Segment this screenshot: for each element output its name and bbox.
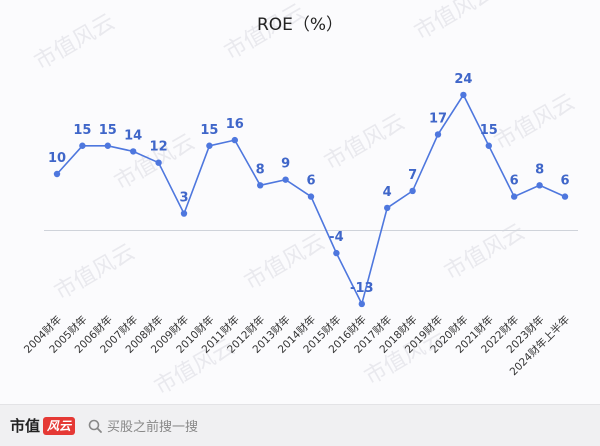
data-point [206,142,213,149]
data-label: 16 [226,117,244,132]
data-point [460,91,467,99]
watermark-text: 市值风云 [31,10,120,76]
brand-mark-logo: 风云 [43,416,76,435]
data-label: 9 [281,157,290,172]
data-point [53,170,61,178]
data-label: 8 [256,162,265,177]
data-point [257,182,264,189]
data-label: 24 [454,72,472,87]
data-label: 15 [480,123,498,138]
watermark-text: 市值风云 [321,110,410,176]
chart-title: ROE（%） [257,15,343,35]
data-point [358,300,365,308]
data-point [307,193,315,200]
data-label: 17 [429,111,447,126]
search-box[interactable]: 买股之前搜一搜 [87,416,198,435]
data-label: 6 [510,174,519,189]
data-label: 3 [179,191,188,206]
data-point [536,182,543,189]
chart-area: 市值风云 市值风云 市值风云 市值风云 市值风云 市值风云 市值风云 市值风云 市值风云 市值风云… [21,0,580,401]
data-point [434,131,442,138]
data-label: 4 [383,185,392,200]
data-point [333,249,340,257]
data-label: 15 [73,123,91,138]
watermark-text: 市值风云 [411,0,500,45]
data-point [155,159,162,166]
data-label: 10 [48,151,66,166]
data-point [130,148,137,155]
data-label: 6 [306,174,315,189]
brand-logo[interactable]: 市值 风云 [10,415,76,436]
x-tick-labels: 2004财年2005财年2006财年2007财年2008财年2009财年2010… [21,313,572,378]
data-point [561,193,569,200]
brand-text: 市值 [10,417,41,435]
data-label: 14 [124,128,142,143]
search-placeholder: 买股之前搜一搜 [107,420,199,435]
data-point [485,142,492,149]
data-label: -4 [329,230,343,245]
data-point [231,136,238,144]
data-point [79,142,86,149]
watermark-text: 市值风云 [441,220,530,286]
data-label: 15 [200,123,218,138]
data-point [282,176,289,183]
watermark-text: 市值风云 [51,240,140,306]
data-points [53,91,569,308]
data-labels: 10 15 15 14 12 3 15 16 8 9 6 -4 -13 4 7 17 24 15 6 8 6 [48,72,570,296]
data-point [384,204,391,212]
data-label: 12 [150,140,168,155]
data-point [104,142,112,149]
data-label: 15 [99,123,117,138]
data-label: 8 [535,162,544,177]
search-icon [88,419,102,433]
footer-bar: 市值 风云 买股之前搜一搜 [0,404,600,446]
data-label: 7 [408,168,417,183]
data-point [409,187,416,195]
watermark-text: 市值风云 [241,230,330,296]
watermark-text: 市值风云 [491,90,580,156]
data-label: 6 [560,174,569,189]
data-label: -13 [350,281,374,296]
data-point [511,193,518,200]
data-point [180,210,188,217]
